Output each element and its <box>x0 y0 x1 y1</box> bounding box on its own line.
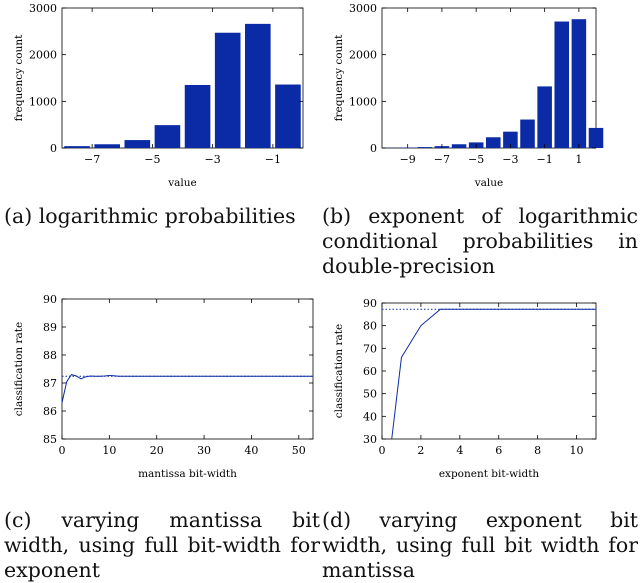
x-tick-label: −5 <box>144 153 160 166</box>
plot-frame <box>382 303 596 439</box>
x-axis-label: value <box>474 177 504 189</box>
x-tick-label: 20 <box>150 444 164 457</box>
bar <box>94 144 120 148</box>
x-tick-label: 30 <box>197 444 211 457</box>
bar <box>418 147 433 148</box>
y-tick-label: 50 <box>363 388 377 401</box>
x-tick-label: 10 <box>570 444 584 457</box>
y-tick-label: 88 <box>43 349 57 362</box>
x-tick-label: 6 <box>495 444 502 457</box>
y-tick-label: 1000 <box>29 95 57 108</box>
y-tick-label: 40 <box>363 410 377 423</box>
bar <box>215 33 241 148</box>
x-tick-label: 0 <box>379 444 386 457</box>
y-tick-label: 30 <box>363 433 377 446</box>
chart-a: −7 −5 −3 −1 0 1000 2000 3000 value frequency coun… <box>13 2 303 189</box>
series-line <box>62 375 313 403</box>
x-tick-label: 0 <box>59 444 66 457</box>
caption-c: (c) varying mantissa bit width, using fu… <box>4 508 320 583</box>
y-tick-label: 90 <box>363 297 377 310</box>
y-axis-label: classification rate <box>333 324 345 419</box>
x-tick-label: −1 <box>265 153 281 166</box>
bar <box>64 146 90 148</box>
bar <box>572 19 587 148</box>
y-tick-label: 89 <box>43 321 57 334</box>
y-tick-label: 3000 <box>29 2 57 15</box>
x-tick-label: 1 <box>575 153 582 166</box>
y-tick-label: 80 <box>363 320 377 333</box>
caption-a: (a) logarithmic probabilities <box>4 204 322 229</box>
x-axis-label: exponent bit-width <box>439 468 540 480</box>
y-tick-label: 60 <box>363 365 377 378</box>
bar <box>537 86 552 148</box>
y-tick-label: 0 <box>370 142 377 155</box>
bar <box>185 85 211 148</box>
x-tick-label: −3 <box>502 153 518 166</box>
y-tick-label: 0 <box>50 142 57 155</box>
x-tick-label: 40 <box>244 444 258 457</box>
plot-frame <box>62 299 313 439</box>
bar <box>520 120 535 148</box>
y-tick-label: 2000 <box>349 49 377 62</box>
y-tick-label: 3000 <box>349 2 377 15</box>
caption-b: (b) exponent of logarithmic conditional … <box>322 204 638 279</box>
chart-b: −9 −7 −5 −3 −1 1 0 1000 2000 3000 value frequency c… <box>333 2 603 189</box>
bar <box>275 85 301 148</box>
x-tick-label: −5 <box>468 153 484 166</box>
y-axis-label: frequency count <box>13 34 25 121</box>
bar <box>452 144 467 148</box>
bar <box>554 22 569 148</box>
x-tick-label: −3 <box>205 153 221 166</box>
x-tick-label: 4 <box>456 444 463 457</box>
y-tick-label: 70 <box>363 342 377 355</box>
y-tick-label: 86 <box>43 405 57 418</box>
x-tick-label: 50 <box>292 444 306 457</box>
y-tick-label: 85 <box>43 433 57 446</box>
x-tick-label: 2 <box>417 444 424 457</box>
x-axis-label: mantissa bit-width <box>138 468 237 480</box>
y-tick-label: 1000 <box>349 95 377 108</box>
x-tick-label: −7 <box>434 153 450 166</box>
chart-c: 0 10 20 30 40 50 85 86 87 88 89 90 mantissa bit-widt… <box>13 293 313 480</box>
x-tick-label: 10 <box>102 444 116 457</box>
x-axis-label: value <box>167 177 197 189</box>
bar <box>245 24 271 148</box>
series-line <box>392 309 596 439</box>
caption-d: (d) varying exponent bit width, using fu… <box>322 508 638 583</box>
bar <box>155 125 181 148</box>
bar <box>589 128 604 148</box>
x-tick-label: 8 <box>534 444 541 457</box>
chart-d: 0 2 4 6 8 10 30 40 50 60 70 80 90 exponent bit-width c… <box>333 297 596 480</box>
x-tick-label: −9 <box>400 153 416 166</box>
bar <box>486 137 501 148</box>
x-tick-label: −1 <box>537 153 553 166</box>
y-tick-label: 87 <box>43 377 57 390</box>
y-axis-label: classification rate <box>13 322 25 417</box>
bar <box>125 140 151 148</box>
y-tick-label: 90 <box>43 293 57 306</box>
y-tick-label: 2000 <box>29 49 57 62</box>
y-axis-label: frequency count <box>333 34 345 121</box>
x-tick-label: −7 <box>84 153 100 166</box>
